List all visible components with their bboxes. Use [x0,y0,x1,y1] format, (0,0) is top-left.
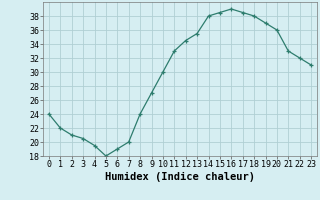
X-axis label: Humidex (Indice chaleur): Humidex (Indice chaleur) [105,172,255,182]
